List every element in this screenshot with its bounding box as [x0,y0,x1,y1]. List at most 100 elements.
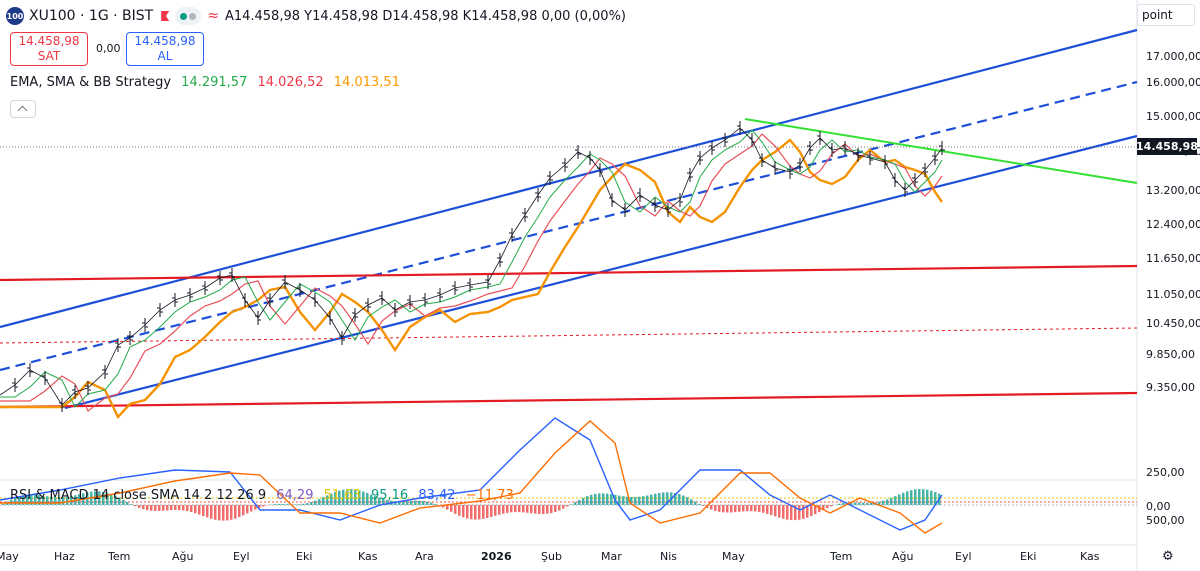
osc-histogram-bar [810,505,813,517]
price-axis-label: 9.850,00 [1146,348,1195,361]
osc-histogram-bar [626,496,629,505]
osc-histogram-bar [210,505,213,519]
osc-histogram-bar [194,505,197,514]
collapse-legend-button[interactable] [10,100,36,118]
status-dot-icon [180,12,188,20]
osc-histogram-bar [798,505,801,520]
osc-histogram-bar [146,505,149,511]
osc-histogram-bar [634,497,637,505]
osc-histogram-bar [150,505,153,511]
osc-histogram-bar [806,505,809,518]
osc-histogram-bar [666,492,669,505]
osc-histogram-bar [54,497,57,505]
gear-icon[interactable]: ⚙ [1162,549,1174,564]
osc-histogram-bar [402,501,405,505]
osc-histogram-bar [914,489,917,505]
osc-histogram-bar [114,495,117,505]
osc-histogram-bar [102,491,105,505]
price-axis-label: 12.400,00 [1146,218,1200,231]
osc-histogram-bar [274,504,277,505]
osc-histogram-bar [298,504,301,505]
symbol-header: 100 XU100 · 1G · BIST ≈ A14.458,98 Y14.4… [6,6,626,26]
osc-histogram-bar [262,505,265,507]
osc-histogram-bar [586,496,589,505]
price-axis-label: 13.200,00 [1146,184,1200,197]
osc-histogram-bar [642,496,645,505]
oscillator-axis-label: 500,00 [1146,514,1185,527]
osc-histogram-bar [306,503,309,505]
osc-histogram-bar [26,494,29,505]
osc-histogram-bar [130,504,133,505]
osc-histogram-bar [62,497,65,505]
oscillator-axis-label: 250,00 [1146,466,1185,479]
indicator-name[interactable]: EMA, SMA & BB Strategy [10,75,172,90]
osc-histogram-bar [718,505,721,512]
time-axis-label: Mar [601,550,622,563]
symbol-title[interactable]: XU100 · 1G · BIST [29,8,154,24]
osc-histogram-bar [678,494,681,505]
osc-histogram-bar [138,505,141,508]
osc-histogram-bar [46,496,49,505]
price-axis-label: 17.000,00 [1146,50,1200,63]
unit-selector[interactable]: point [1137,4,1195,26]
osc-histogram-bar [510,505,513,513]
osc-histogram-bar [746,505,749,512]
osc-histogram-bar [822,505,825,511]
sell-button[interactable]: 14.458,98 SAT [10,32,88,66]
indicator-legend[interactable]: EMA, SMA & BB Strategy 14.291,57 14.026,… [10,75,406,90]
oscillator-name[interactable]: RSI & MACD 14 close SMA 14 2 12 26 9 [10,488,267,503]
osc-histogram-bar [282,504,285,505]
osc-histogram-bar [50,496,53,505]
osc-histogram-bar [142,505,145,510]
wave-icon[interactable]: ≈ [207,8,219,24]
osc-histogram-bar [622,496,625,505]
osc-histogram-bar [898,494,901,505]
osc-histogram-bar [814,505,817,515]
osc-histogram-bar [386,499,389,505]
osc-histogram-bar [802,505,805,519]
osc-histogram-bar [478,505,481,520]
osc-histogram-bar [754,505,757,512]
osc-histogram-bar [690,499,693,505]
osc-histogram-bar [750,505,753,512]
osc-histogram-bar [630,497,633,505]
osc-histogram-bar [34,494,37,505]
osc-histogram-bar [226,505,229,521]
buy-button[interactable]: 14.458,98 AL [126,32,204,66]
osc-histogram-bar [454,505,457,514]
osc-histogram-bar [422,500,425,505]
osc-histogram-bar [98,491,101,505]
time-axis-label: 2026 [481,550,512,563]
flag-icon[interactable] [161,11,170,21]
oscillator-value-2: 51,63 [323,488,361,503]
osc-histogram-bar [826,505,829,509]
macd-line [0,417,943,531]
osc-histogram-bar [698,503,701,505]
osc-histogram-bar [618,495,621,505]
osc-histogram-bar [314,500,317,505]
symbol-badge[interactable]: 100 [6,7,24,25]
osc-histogram-bar [606,493,609,505]
osc-histogram-bar [362,491,365,505]
osc-histogram-bar [734,505,737,513]
osc-histogram-bar [58,497,61,505]
oscillator-value-5: −11,73 [465,488,514,503]
osc-histogram-bar [394,501,397,505]
osc-histogram-bar [206,505,209,518]
osc-histogram-bar [526,505,529,513]
signal-line [0,420,943,534]
oscillator-legend[interactable]: RSI & MACD 14 close SMA 14 2 12 26 9 64,… [10,488,520,503]
osc-histogram-bar [658,493,661,505]
market-status-pill[interactable] [175,7,202,25]
osc-histogram-bar [594,493,597,505]
osc-histogram-bar [890,497,893,505]
osc-histogram-bar [738,505,741,512]
price-axis-label: 11.650,00 [1146,252,1200,265]
trendline [744,118,1138,184]
osc-histogram-bar [742,505,745,512]
osc-histogram-bar [310,502,313,505]
osc-histogram-bar [406,501,409,505]
osc-histogram-bar [598,493,601,505]
